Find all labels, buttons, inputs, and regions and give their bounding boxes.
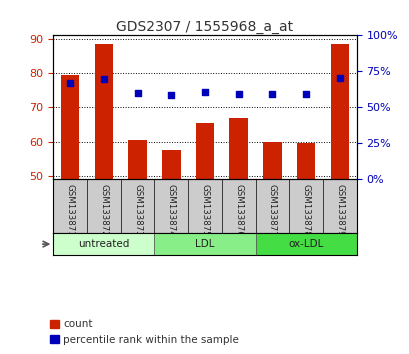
Bar <box>94 44 113 179</box>
Point <box>168 92 174 98</box>
Point <box>336 75 342 81</box>
Point <box>235 91 241 97</box>
Point <box>100 76 107 81</box>
Text: GSM133872: GSM133872 <box>99 184 108 236</box>
Point <box>134 90 141 96</box>
Bar <box>263 142 281 179</box>
Text: untreated: untreated <box>78 239 129 249</box>
Bar <box>61 75 79 179</box>
Text: GSM133873: GSM133873 <box>133 184 142 236</box>
Legend: count, percentile rank within the sample: count, percentile rank within the sample <box>46 315 242 349</box>
Text: GSM133876: GSM133876 <box>234 184 243 236</box>
Title: GDS2307 / 1555968_a_at: GDS2307 / 1555968_a_at <box>116 21 293 34</box>
Text: GSM133877: GSM133877 <box>267 184 276 236</box>
Point <box>302 92 309 97</box>
Point <box>268 92 275 97</box>
Text: GSM133871: GSM133871 <box>65 184 74 236</box>
Bar <box>330 44 348 179</box>
Text: LDL: LDL <box>195 239 214 249</box>
Text: GSM133878: GSM133878 <box>301 184 310 236</box>
Text: ox-LDL: ox-LDL <box>288 239 323 249</box>
Text: GSM133879: GSM133879 <box>335 184 344 236</box>
Bar <box>162 150 180 179</box>
Text: GSM133874: GSM133874 <box>166 184 175 236</box>
Text: GSM133875: GSM133875 <box>200 184 209 236</box>
Bar <box>255 233 356 255</box>
Point <box>201 90 208 95</box>
Bar <box>229 118 247 179</box>
Bar <box>296 143 315 179</box>
Bar <box>195 123 214 179</box>
Bar <box>128 140 146 179</box>
Bar <box>53 233 154 255</box>
Bar <box>154 233 255 255</box>
Point <box>67 80 73 86</box>
